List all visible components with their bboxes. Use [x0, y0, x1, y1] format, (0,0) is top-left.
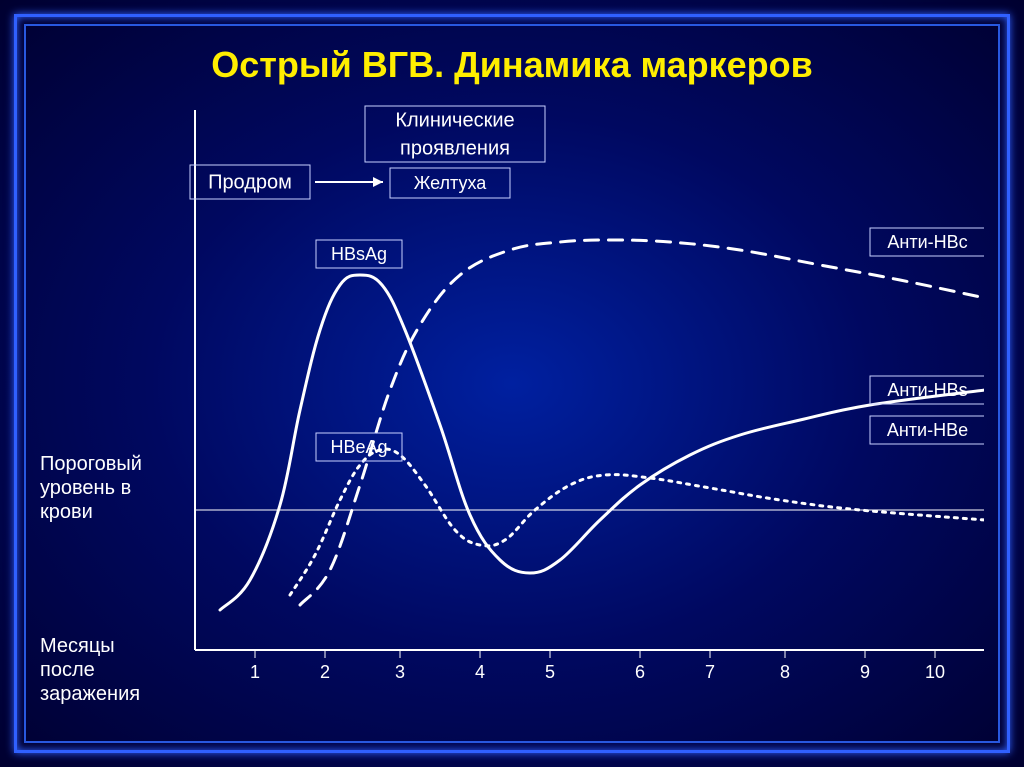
markers-chart: 1 2 3 4 5 6 7 8 9 10 Клинические проявления Продром Ж…	[40, 100, 984, 727]
arrow-head-icon	[373, 177, 383, 187]
svg-text:Продром: Продром	[208, 171, 292, 193]
svg-text:проявления: проявления	[400, 138, 510, 160]
chart-container: 1 2 3 4 5 6 7 8 9 10 Клинические проявления Продром Ж…	[40, 100, 984, 727]
x-tick-label: 2	[320, 662, 330, 682]
svg-text:Клинические: Клинические	[395, 110, 514, 132]
hbeag-curve	[290, 449, 984, 595]
xaxis-caption: заражения	[40, 683, 140, 705]
svg-text:Анти-НВс: Анти-НВс	[887, 232, 967, 252]
x-tick-label: 3	[395, 662, 405, 682]
xaxis-caption: Месяцы	[40, 635, 115, 657]
threshold-label: крови	[40, 501, 93, 523]
svg-text:HBeAg: HBeAg	[330, 437, 387, 457]
x-tick-label: 5	[545, 662, 555, 682]
page-title: Острый ВГВ. Динамика маркеров	[0, 44, 1024, 86]
xaxis-caption: после	[40, 659, 95, 681]
x-tick-label: 9	[860, 662, 870, 682]
svg-text:Анти-HBs: Анти-HBs	[887, 380, 967, 400]
x-tick-label: 7	[705, 662, 715, 682]
x-tick-label: 8	[780, 662, 790, 682]
svg-text:Желтуха: Желтуха	[414, 173, 488, 193]
x-tick-label: 10	[925, 662, 945, 682]
svg-text:Анти-НВе: Анти-НВе	[887, 420, 968, 440]
x-tick-label: 1	[250, 662, 260, 682]
threshold-label: Пороговый	[40, 453, 142, 475]
antihbc-curve	[300, 240, 984, 605]
x-tick-label: 4	[475, 662, 485, 682]
threshold-label: уровень в	[40, 477, 131, 499]
x-tick-label: 6	[635, 662, 645, 682]
svg-text:HBsAg: HBsAg	[331, 244, 387, 264]
